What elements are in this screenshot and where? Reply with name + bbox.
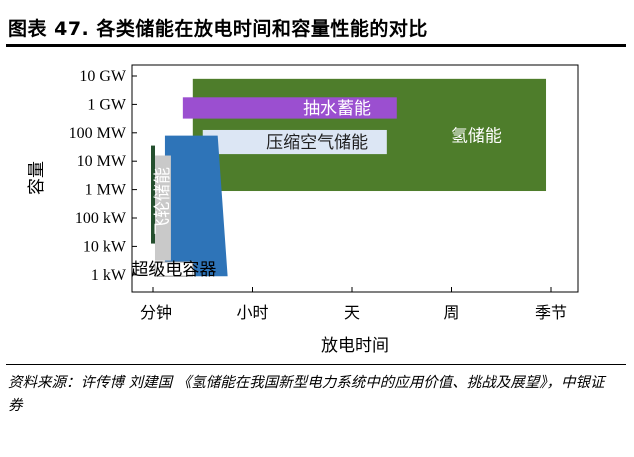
y-axis-label: 容量 [27,161,47,195]
region-2 [202,129,387,155]
y-tick-label-0: 10 GW [79,68,127,85]
title-rule [6,44,626,47]
region-label-4: 飞轮储能 [153,167,173,235]
y-tick-label-6: 10 kW [83,238,127,255]
x-tick-label-3: 周 [443,303,459,322]
y-tick-label-4: 1 MW [85,182,127,199]
figure-title: 图表 47. 各类储能在放电时间和容量性能的对比 [8,18,428,40]
region-label-3: 电化学储能 [240,223,325,243]
x-tick-label-1: 小时 [236,303,268,322]
line-mark-0 [151,145,155,244]
region-3 [164,135,228,277]
y-tick-label-1: 1 GW [87,96,127,113]
x-axis-label: 放电时间 [321,336,389,356]
region-label-1: 抽水蓄能 [303,99,371,119]
region-label-2: 压缩空气储能 [266,133,368,153]
x-tick-label-2: 天 [344,303,360,322]
plot-frame [131,64,579,293]
region-5 [154,261,194,277]
x-tick-label-0: 分钟 [140,303,172,322]
y-tick-label-2: 100 MW [69,125,127,142]
region-1 [182,97,397,119]
region-label-0: 氢储能 [451,127,502,147]
y-tick-label-3: 10 MW [77,153,127,170]
region-4 [154,155,171,261]
source-note: 资料来源：许传博 刘建国 《氢储能在我国新型电力系统中的应用价值、挑战及展望》，… [8,375,605,414]
region-label-5: 超级电容器 [131,260,216,280]
y-tick-label-5: 100 kW [75,210,127,227]
x-tick-label-4: 季节 [535,303,567,322]
source-rule [6,364,626,365]
y-tick-label-7: 1 kW [91,267,127,284]
